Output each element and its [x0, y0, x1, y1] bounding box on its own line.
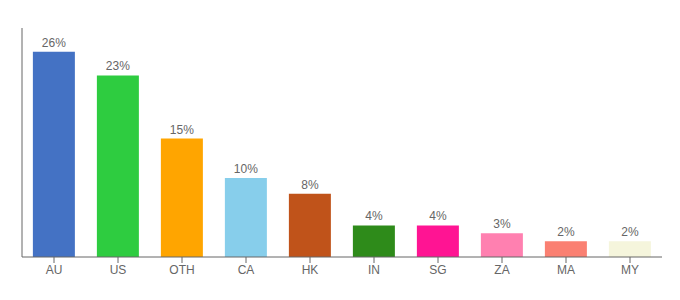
svg-text:SG: SG [429, 263, 446, 277]
svg-text:2%: 2% [621, 225, 639, 239]
svg-text:ZA: ZA [494, 263, 509, 277]
svg-text:15%: 15% [170, 123, 194, 137]
svg-text:IN: IN [368, 263, 380, 277]
svg-text:8%: 8% [301, 178, 319, 192]
svg-text:26%: 26% [42, 36, 66, 50]
svg-text:3%: 3% [493, 217, 511, 231]
svg-text:MY: MY [621, 263, 639, 277]
svg-text:AU: AU [46, 263, 63, 277]
svg-text:4%: 4% [365, 209, 383, 223]
svg-text:CA: CA [238, 263, 255, 277]
svg-text:MA: MA [557, 263, 575, 277]
svg-text:HK: HK [302, 263, 319, 277]
svg-text:23%: 23% [106, 59, 130, 73]
svg-text:US: US [110, 263, 127, 277]
svg-text:2%: 2% [557, 225, 575, 239]
svg-text:OTH: OTH [169, 263, 194, 277]
svg-text:4%: 4% [429, 209, 447, 223]
svg-text:10%: 10% [234, 162, 258, 176]
